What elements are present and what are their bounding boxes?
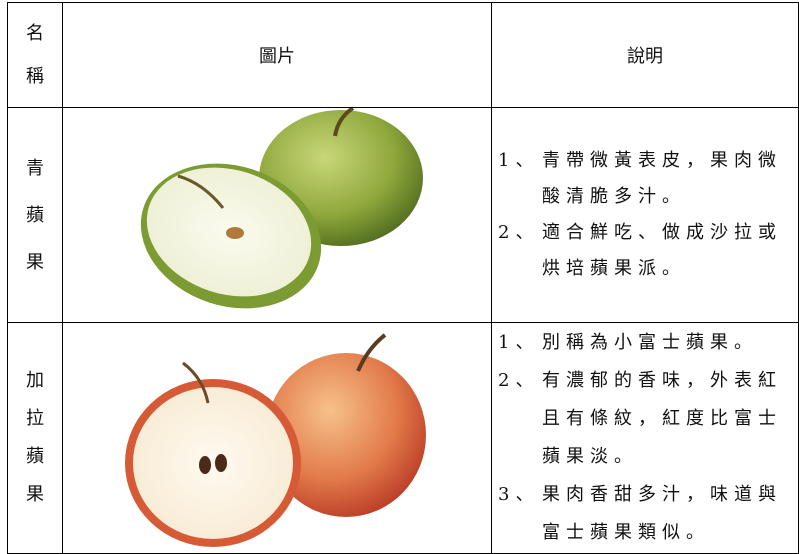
header-cell: 名稱 bbox=[7, 2, 63, 108]
item-number: 2、 bbox=[498, 222, 540, 243]
description: 1、 別稱為小富士蘋果。 2、 有濃郁的香味，外表紅且有條紋，紅度比富士蘋果淡。 3… bbox=[492, 323, 798, 552]
item: 2、 有濃郁的香味，外表紅且有條紋，紅度比富士蘋果淡。 bbox=[492, 362, 798, 476]
item-text: 青帶微黃表皮，果肉微酸清脆多汁。 bbox=[542, 150, 782, 207]
header-text: 說明 bbox=[627, 46, 663, 67]
item-text: 別稱為小富士蘋果。 bbox=[542, 332, 758, 353]
header-text: 名稱 bbox=[26, 23, 44, 87]
item-text: 適合鮮吃、做成沙拉或烘培蘋果派。 bbox=[542, 222, 782, 279]
item: 2、 適合鮮吃、做成沙拉或烘培蘋果派。 bbox=[492, 215, 798, 287]
item-number: 3、 bbox=[498, 484, 540, 505]
header-row: 名稱 圖片 說明 bbox=[7, 2, 799, 108]
apple-name: 青蘋果 bbox=[26, 157, 44, 273]
item-number: 1、 bbox=[498, 150, 540, 171]
name-cell: 加拉蘋果 bbox=[7, 322, 63, 554]
green-apple-picture bbox=[140, 108, 423, 309]
header-cell: 說明 bbox=[491, 2, 799, 108]
item: 1、 青帶微黃表皮，果肉微酸清脆多汁。 bbox=[492, 143, 798, 215]
description-cell: 1、 青帶微黃表皮，果肉微酸清脆多汁。 2、 適合鮮吃、做成沙拉或烘培蘋果派。 bbox=[491, 107, 799, 323]
row: 青蘋果 1、 青帶微黃表皮，果肉微酸清脆多汁。 2、 適合鮮吃、做成沙拉或烘培蘋果派… bbox=[7, 107, 799, 323]
picture-cell bbox=[62, 107, 492, 323]
item-number: 2、 bbox=[498, 370, 540, 391]
item-text: 果肉香甜多汁，味道與富士蘋果類似。 bbox=[542, 484, 782, 543]
description: 1、 青帶微黃表皮，果肉微酸清脆多汁。 2、 適合鮮吃、做成沙拉或烘培蘋果派。 bbox=[492, 143, 798, 287]
item-text: 有濃郁的香味，外表紅且有條紋，紅度比富士蘋果淡。 bbox=[542, 370, 782, 467]
item: 1、 別稱為小富士蘋果。 bbox=[492, 324, 798, 362]
row: 加拉蘋果 1、 別稱為小富士蘋果。 2、 有濃郁的香味，外表紅且有條紋，紅度比富士蘋… bbox=[7, 322, 799, 554]
name-cell: 青蘋果 bbox=[7, 107, 63, 323]
red-apple-picture bbox=[125, 333, 426, 547]
description-cell: 1、 別稱為小富士蘋果。 2、 有濃郁的香味，外表紅且有條紋，紅度比富士蘋果淡。 3… bbox=[491, 322, 799, 554]
item-number: 1、 bbox=[498, 332, 540, 353]
picture-cell bbox=[62, 322, 492, 554]
item: 3、 果肉香甜多汁，味道與富士蘋果類似。 bbox=[492, 476, 798, 552]
apple-table: 名稱 圖片 說明 青蘋果 1、 青帶微黃表皮，果肉微酸清脆多汁。 2、 適合 bbox=[7, 2, 799, 554]
apple-name: 加拉蘋果 bbox=[26, 370, 44, 505]
header-cell: 圖片 bbox=[62, 2, 492, 108]
header-text: 圖片 bbox=[259, 46, 295, 67]
